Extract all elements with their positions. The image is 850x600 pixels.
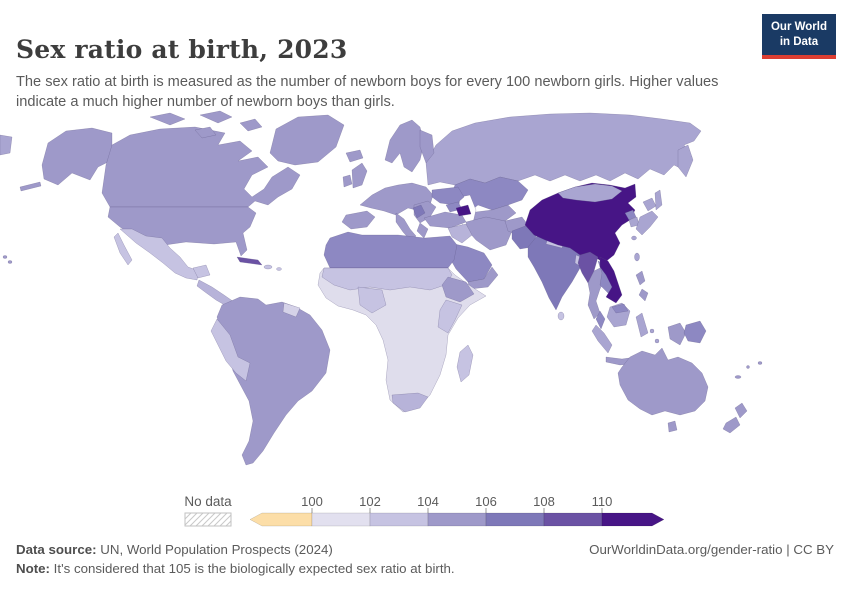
region-ethiopia[interactable] [441,276,475,303]
legend-tick-108: 108 [533,494,555,509]
region-finland[interactable] [419,129,435,164]
region-sakhalin[interactable] [654,189,663,211]
data-source-text: UN, World Population Prospects (2024) [96,542,333,557]
world-map-svg [0,110,763,466]
region-canada[interactable] [101,126,301,208]
license-link[interactable]: OurWorldinData.org/gender-ratio | CC BY [589,542,834,557]
region-japan-kyushu[interactable] [631,235,637,241]
region-north-korea[interactable] [624,209,637,221]
note-label: Note: [16,561,50,576]
region-philippines-mindanao[interactable] [638,288,649,302]
legend-tick-106: 106 [475,494,497,509]
region-malaysia-borneo[interactable] [611,303,629,314]
data-source: Data source: UN, World Population Prospe… [16,542,333,557]
data-source-label: Data source: [16,542,97,557]
region-kamchatka[interactable] [677,144,694,178]
region-japan-honshu[interactable] [635,210,659,236]
page-title: Sex ratio at birth, 2023 [16,34,348,64]
region-puerto-rico[interactable] [276,267,282,271]
region-north-africa[interactable] [323,231,458,269]
legend-bin-106-108[interactable] [485,512,545,527]
legend-tick-102: 102 [359,494,381,509]
region-baja[interactable] [113,232,133,266]
region-tasmania[interactable] [667,420,678,433]
region-new-zealand-south[interactable] [722,416,741,434]
region-australia[interactable] [617,347,709,416]
legend-bin-104-106[interactable] [427,512,487,527]
region-japan-hokkaido[interactable] [642,197,657,212]
region-malay-peninsula[interactable] [595,310,606,330]
region-moluccas[interactable] [649,328,655,334]
region-sri-lanka[interactable] [557,311,565,321]
legend-tick-104: 104 [417,494,439,509]
region-sulawesi[interactable] [635,312,649,338]
region-arctic-island-4[interactable] [194,126,217,139]
legend-svg: No data 100 102 104 106 108 110 [184,494,665,527]
region-moluccas2[interactable] [654,338,660,344]
region-arctic-island-1[interactable] [149,112,186,126]
region-vanuatu[interactable] [746,365,750,369]
region-yucatan[interactable] [192,264,211,279]
region-russia[interactable] [425,112,702,186]
region-hawaii2[interactable] [7,260,13,264]
region-arctic-island-2[interactable] [199,110,233,124]
owid-logo[interactable]: Our World in Data [761,14,836,59]
region-uk[interactable] [351,162,368,189]
region-philippines-luzon[interactable] [635,270,646,286]
region-papua-new-guinea[interactable] [683,320,707,344]
region-chukotka-wrap[interactable] [0,134,13,156]
note-text: It's considered that 105 is the biologic… [49,561,455,576]
region-guyanas[interactable] [282,302,301,318]
chart-subtitle: The sex ratio at birth is measured as th… [16,73,719,111]
region-hawaii[interactable] [2,255,8,259]
region-new-caledonia[interactable] [734,375,742,379]
region-arctic-island-3[interactable] [239,118,263,132]
region-mongolia[interactable] [557,183,623,203]
region-azerbaijan[interactable] [455,204,472,217]
no-data-swatch[interactable] [184,512,232,527]
region-iraq-syria[interactable] [447,223,473,244]
region-fiji[interactable] [757,361,763,365]
region-east-africa[interactable] [437,299,463,334]
region-peru-bolivia[interactable] [210,318,251,382]
legend-bin-above-110[interactable] [601,512,665,527]
region-new-zealand-north[interactable] [734,402,748,419]
region-ireland[interactable] [342,174,353,188]
region-alaska[interactable] [41,127,113,186]
legend-tick-100: 100 [301,494,323,509]
region-sahel[interactable] [321,267,453,291]
map-legend: No data 100 102 104 106 108 110 [182,492,692,534]
world-map [0,104,850,486]
region-cuba[interactable] [236,256,263,266]
owid-logo-line1: Our World [770,21,827,33]
region-west-papua[interactable] [667,322,687,346]
region-iberia[interactable] [341,210,376,230]
note: Note: It's considered that 105 is the bi… [16,561,455,576]
region-scandinavia[interactable] [384,119,425,173]
legend-bin-below-100[interactable] [249,512,313,527]
region-greenland[interactable] [269,114,345,166]
chart-footer: Data source: UN, World Population Prospe… [0,542,850,576]
no-data-label: No data [184,494,232,509]
legend-tick-110: 110 [592,494,613,509]
region-sumatra[interactable] [591,324,613,354]
region-aleutians[interactable] [19,181,42,192]
region-hispaniola[interactable] [263,264,273,270]
region-greece[interactable] [416,222,429,239]
legend-bin-100-102[interactable] [311,512,371,527]
region-taiwan[interactable] [634,252,640,262]
legend-bin-108-110[interactable] [543,512,603,527]
legend-bin-102-104[interactable] [369,512,429,527]
region-south-africa[interactable] [391,392,429,413]
region-madagascar[interactable] [456,344,474,383]
region-vietnam[interactable] [599,256,623,304]
region-west-africa[interactable] [357,286,387,314]
region-south-america[interactable] [216,296,331,466]
region-iceland[interactable] [345,149,364,163]
region-albania-serbia[interactable] [412,204,426,219]
owid-logo-line2: in Data [779,35,819,48]
